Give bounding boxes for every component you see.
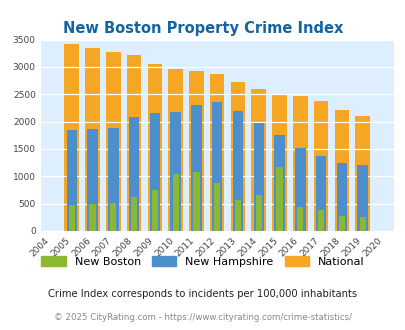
Bar xyxy=(87,129,98,231)
Bar xyxy=(315,156,326,231)
Bar xyxy=(172,174,178,231)
Bar xyxy=(106,52,120,231)
Bar xyxy=(356,165,367,231)
Bar xyxy=(272,95,286,231)
Bar xyxy=(234,200,241,231)
Bar xyxy=(296,208,303,231)
Bar xyxy=(66,130,77,231)
Bar xyxy=(334,110,348,231)
Bar xyxy=(64,44,79,231)
Bar xyxy=(168,69,183,231)
Bar xyxy=(193,173,199,231)
Bar xyxy=(313,101,328,231)
Bar xyxy=(255,195,261,231)
Bar xyxy=(274,135,284,231)
Bar xyxy=(170,112,180,231)
Bar xyxy=(251,89,265,231)
Bar xyxy=(149,113,160,231)
Bar xyxy=(276,167,282,231)
Bar xyxy=(338,216,344,231)
Bar xyxy=(294,148,305,231)
Bar xyxy=(108,128,118,231)
Bar xyxy=(126,55,141,231)
Bar xyxy=(68,205,75,231)
Bar xyxy=(129,117,139,231)
Bar xyxy=(230,82,245,231)
Bar xyxy=(211,103,222,231)
Bar xyxy=(110,203,116,231)
Bar xyxy=(89,204,96,231)
Text: © 2025 CityRating.com - https://www.cityrating.com/crime-statistics/: © 2025 CityRating.com - https://www.city… xyxy=(54,313,351,322)
Bar xyxy=(354,115,369,231)
Text: New Boston Property Crime Index: New Boston Property Crime Index xyxy=(63,21,342,36)
Bar xyxy=(292,96,307,231)
Bar xyxy=(151,190,158,231)
Bar xyxy=(85,49,100,231)
Bar xyxy=(213,183,220,231)
Bar xyxy=(317,210,324,231)
Bar xyxy=(191,105,201,231)
Bar xyxy=(359,217,365,231)
Bar xyxy=(232,111,243,231)
Legend: New Boston, New Hampshire, National: New Boston, New Hampshire, National xyxy=(41,255,364,267)
Bar xyxy=(131,197,137,231)
Bar xyxy=(189,71,203,231)
Text: Crime Index corresponds to incidents per 100,000 inhabitants: Crime Index corresponds to incidents per… xyxy=(48,289,357,299)
Bar xyxy=(147,64,162,231)
Bar xyxy=(209,74,224,231)
Bar xyxy=(253,123,263,231)
Bar xyxy=(336,163,346,231)
